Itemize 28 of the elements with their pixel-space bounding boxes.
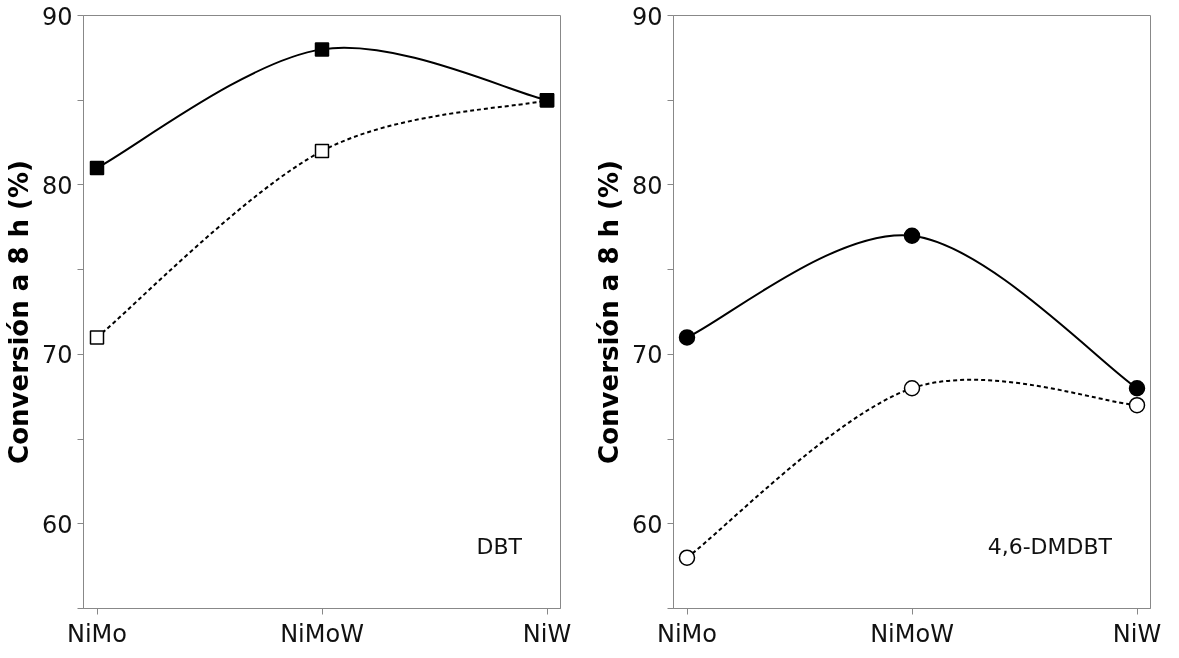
point [903,227,921,244]
y-axis-title: Conversión a 8 h (%) [593,160,624,464]
x-tick-label: NiW [522,619,572,648]
point [903,380,921,397]
x-tick-label: NiMoW [870,619,954,648]
y-tick-label: 60 [41,510,73,539]
point [1128,396,1146,414]
y-tick-label: 90 [41,2,73,31]
point [89,160,105,176]
y-tick-label: 80 [41,171,73,200]
y-tick-label: 80 [631,171,663,200]
y-tick-label: 70 [631,341,663,370]
y-axis-title: Conversión a 8 h (%) [3,160,34,464]
y-tick-label: 90 [631,2,663,31]
x-tick-label: NiMoW [280,619,364,648]
point [314,143,330,159]
y-tick-label: 70 [41,341,73,370]
annotation: 4,6-DMDBT [987,533,1113,559]
point [314,42,330,57]
point [678,329,696,346]
x-tick-label: NiMo [656,619,718,648]
point [89,330,105,345]
point [678,549,696,566]
annotation: DBT [476,533,523,559]
point [1128,380,1146,397]
x-tick-label: NiW [1112,619,1162,648]
y-tick-label: 60 [631,510,663,539]
x-tick-label: NiMo [66,619,128,648]
